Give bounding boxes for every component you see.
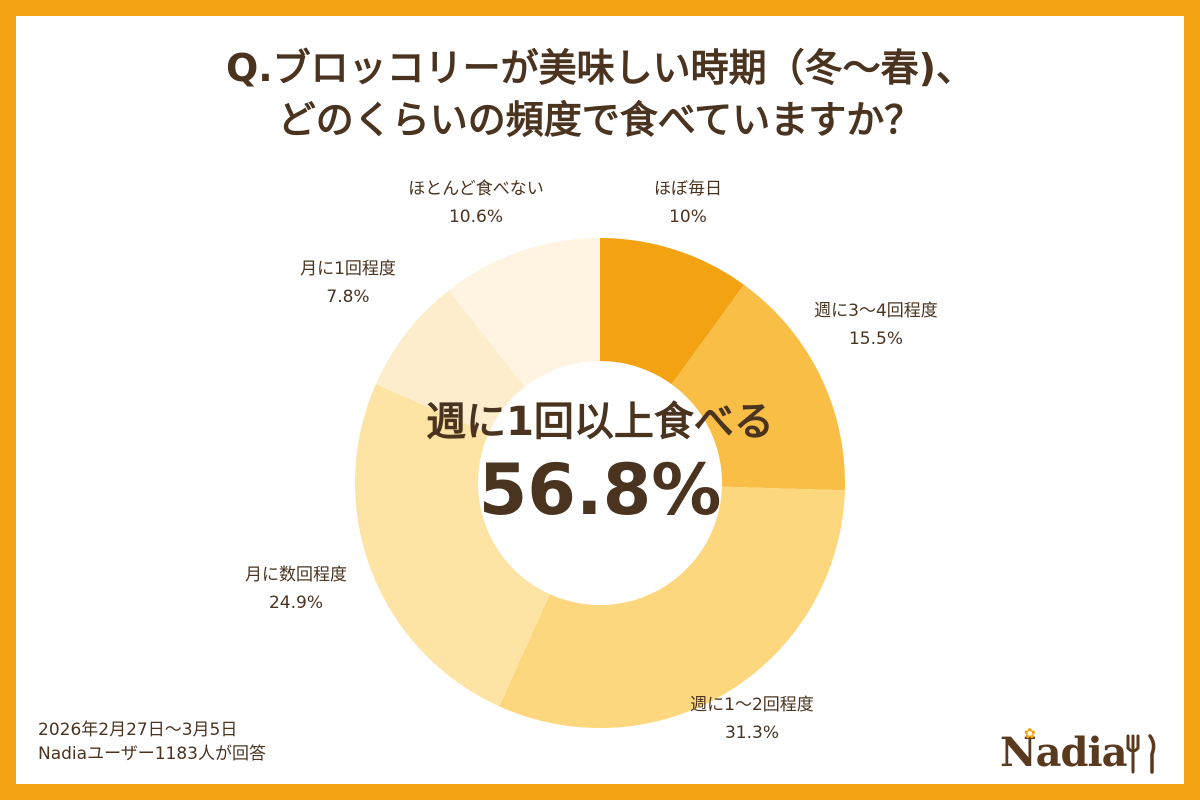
donut-chart: ほぼ毎日 10% 週に3〜4回程度 15.5% 週に1〜2回程度 31.3% 月に数回程度 2… [245,179,938,743]
slice-value-label: 31.3% [725,723,779,743]
chart-title: Q.ブロッコリーが美味しい時期（冬〜春)、 どのくらいの頻度で食べていますか？ [16,42,1184,146]
slice-label: 月に数回程度 [245,565,347,585]
title-line-1: Q.ブロッコリーが美味しい時期（冬〜春)、 [225,46,975,90]
fork-icon [1126,734,1156,774]
slice-label: ほとんど食べない [408,179,544,199]
donut-slice [448,238,600,388]
infographic-card: Q.ブロッコリーが美味しい時期（冬〜春)、 どのくらいの頻度で食べていますか？ … [16,16,1184,784]
donut-slice [355,384,550,707]
donut-slice [375,290,525,434]
slice-value-label: 24.9% [269,593,323,613]
flower-icon: ✿ [1024,726,1036,742]
logo-text: Nadia [1000,729,1128,776]
survey-period: 2026年2月27日〜3月5日 [38,720,238,740]
slice-value-label: 7.8% [326,287,369,307]
donut-slice [499,486,845,728]
slice-value-label: 10% [669,207,707,227]
slice-value-label: 15.5% [849,329,903,349]
slice-label: ほぼ毎日 [654,179,722,199]
slice-label: 週に1〜2回程度 [690,695,814,715]
survey-respondents: Nadiaユーザー1183人が回答 [38,744,266,764]
slice-value-label: 10.6% [449,207,503,227]
slice-label: 週に3〜4回程度 [814,301,938,321]
slice-label: 月に1回程度 [300,259,396,279]
title-line-2: どのくらいの頻度で食べていますか？ [277,98,923,142]
nadia-logo: Nadia ✿ [1000,726,1170,778]
donut-slice [600,238,744,385]
donut-slice [671,284,845,491]
survey-footnote: 2026年2月27日〜3月5日 Nadiaユーザー1183人が回答 [38,718,266,766]
